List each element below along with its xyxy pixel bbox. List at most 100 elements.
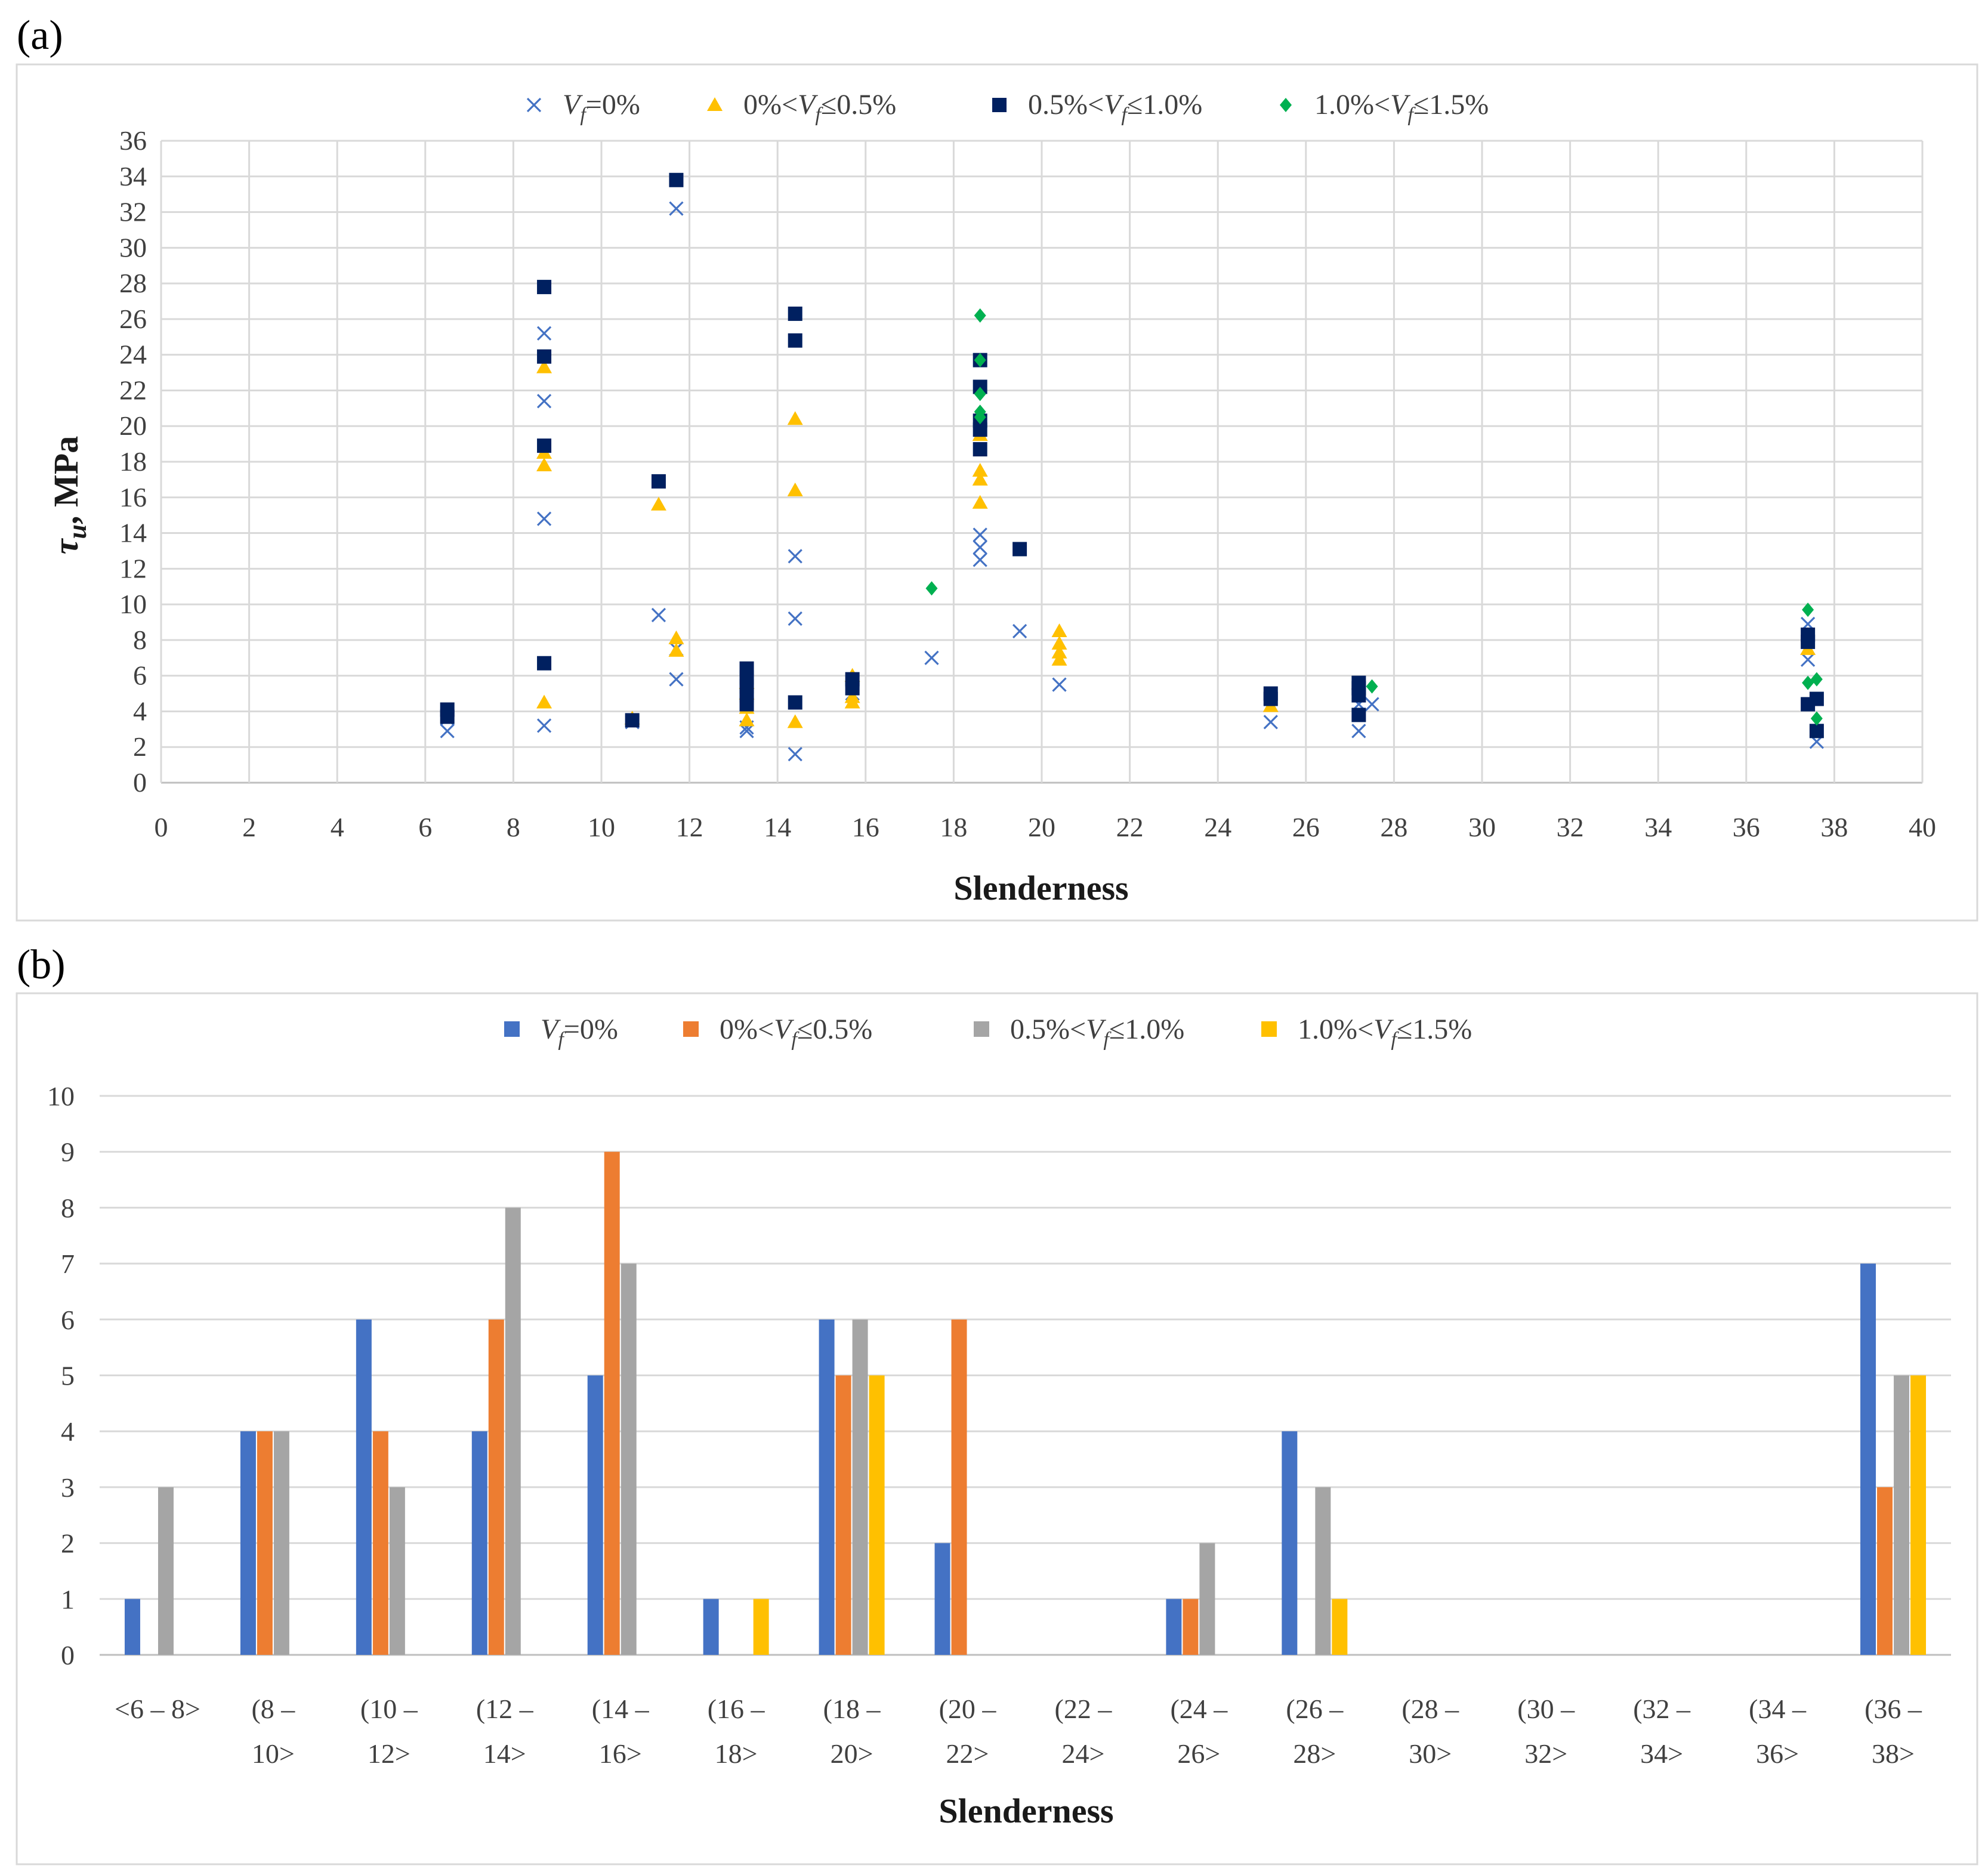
bar-x-tick-label: 16> [599, 1738, 642, 1769]
scatter-point [536, 511, 552, 526]
scatter-point [972, 462, 988, 477]
scatter-point [787, 411, 803, 425]
scatter-point-stroke [788, 549, 802, 564]
bar [753, 1599, 769, 1655]
scatter-point [1263, 715, 1278, 730]
bar [951, 1319, 967, 1655]
scatter-point-stroke [973, 552, 987, 567]
scatter-point [651, 474, 666, 489]
scatter-legend-label-var: V [563, 89, 583, 121]
bar [934, 1543, 950, 1655]
scatter-point [788, 333, 802, 348]
bar-x-tick-label: 10> [252, 1738, 295, 1769]
scatter-point [651, 607, 666, 623]
scatter-x-tick-label: 6 [418, 812, 432, 842]
scatter-point-stroke [1800, 652, 1816, 667]
scatter-y-tick-label: 30 [119, 232, 147, 262]
bar [1166, 1599, 1182, 1655]
scatter-point [668, 630, 684, 644]
scatter-y-tick-label: 22 [119, 375, 147, 405]
bar-legend-label: Vf=0% [541, 1014, 618, 1051]
scatter-point [788, 747, 802, 762]
bar-x-tick-label: (10 – [360, 1694, 418, 1724]
bar-x-tick-label: 18> [715, 1738, 758, 1769]
bar-x-tick-label: 24> [1061, 1738, 1104, 1769]
bar-chart-area [16, 992, 1978, 1865]
bar [488, 1319, 504, 1655]
bar-group [240, 1431, 289, 1655]
bar [1860, 1264, 1876, 1655]
bar [604, 1151, 620, 1655]
scatter-point [669, 172, 684, 187]
scatter-point [536, 457, 552, 471]
scatter-legend-label-part: =0% [586, 89, 640, 121]
bar-gridlines [100, 1095, 1951, 1656]
bar-legend-label-part: 0%< [720, 1014, 774, 1045]
bar-x-tick-label: (36 – [1864, 1694, 1922, 1724]
scatter-legend-label: 0.5%<Vf≤1.0% [1028, 89, 1202, 126]
bar [389, 1487, 405, 1655]
scatter-point [844, 689, 860, 703]
bar-legend-swatch [974, 1021, 989, 1037]
panel-b-label: (b) [17, 942, 66, 988]
bar-legend-label-part: ≤1.5% [1397, 1014, 1472, 1045]
scatter-point [440, 702, 455, 717]
scatter-y-tick-label: 36 [119, 125, 147, 156]
scatter-legend-marker [992, 98, 1007, 112]
scatter-point [1810, 672, 1823, 687]
scatter-point [788, 549, 802, 564]
scatter-x-tick-label: 40 [1909, 812, 1936, 842]
scatter-point-stroke [788, 611, 802, 626]
scatter-point [973, 552, 987, 567]
bar-legend: Vf=0% 0%<Vf≤0.5% 0.5%<Vf≤1.0% 1.0%<Vf≤1.5% [504, 1014, 1472, 1051]
scatter-legend: Vf=0% 0%<Vf≤0.5% 0.5%<Vf≤1.0% 1.0%<Vf≤1.5% [526, 89, 1489, 126]
scatter-point [536, 394, 552, 409]
bar-panel: (b) 0 1 2 3 4 5 6 7 8 9 10 <6 – 8> (8 – 10> (10 – 12> (1… [16, 942, 1978, 1865]
scatter-x-tick-label: 24 [1204, 812, 1231, 842]
bar-legend-label-var: V [541, 1014, 561, 1045]
bar-legend-label: 0%<Vf≤0.5% [720, 1014, 872, 1051]
scatter-point-stroke [536, 511, 552, 526]
scatter-y-tick-label: 0 [133, 767, 147, 798]
bar-x-tick-label: 28> [1293, 1738, 1336, 1769]
bar-x-tick-label: (8 – [251, 1694, 295, 1724]
scatter-legend-label: Vf=0% [563, 89, 640, 126]
scatter-point [788, 695, 802, 710]
bar-x-tick-label: 12> [368, 1738, 410, 1769]
scatter-x-tick-label: 2 [242, 812, 256, 842]
bar-group [703, 1599, 769, 1655]
bar [1877, 1487, 1893, 1655]
bar-legend-label-part: =0% [564, 1014, 618, 1045]
bar [257, 1431, 273, 1655]
bar-x-tick-label: 36> [1756, 1738, 1799, 1769]
bar-x-tick-label: 38> [1872, 1738, 1915, 1769]
scatter-point-stroke [651, 607, 666, 623]
scatter-point [1801, 627, 1816, 642]
scatter-y-tick-label: 14 [119, 518, 147, 548]
scatter-point [924, 650, 939, 665]
bar-group [934, 1319, 967, 1655]
scatter-legend-label-part: ≤1.5% [1413, 89, 1489, 121]
scatter-point [625, 713, 640, 728]
scatter-gridlines [160, 140, 1924, 784]
bar-x-tick-label: 30> [1409, 1738, 1452, 1769]
bar-y-tick-label: 7 [61, 1249, 75, 1279]
scatter-point [972, 471, 988, 486]
scatter-legend-label: 1.0%<Vf≤1.5% [1314, 89, 1489, 126]
scatter-point-stroke [1351, 724, 1366, 739]
bar [124, 1599, 140, 1655]
scatter-point [537, 280, 552, 295]
scatter-point [440, 724, 455, 739]
bar [869, 1375, 885, 1655]
scatter-y-tick-label: 10 [119, 589, 147, 619]
scatter-point [1052, 677, 1067, 692]
scatter-point [1263, 686, 1278, 701]
bar-y-tick-label: 3 [61, 1472, 75, 1503]
scatter-point [536, 694, 552, 709]
bar-group [1166, 1543, 1215, 1655]
scatter-point [1051, 623, 1067, 637]
bar-y-tick-label: 6 [61, 1305, 75, 1335]
bar-x-tick-label: (32 – [1633, 1694, 1691, 1724]
